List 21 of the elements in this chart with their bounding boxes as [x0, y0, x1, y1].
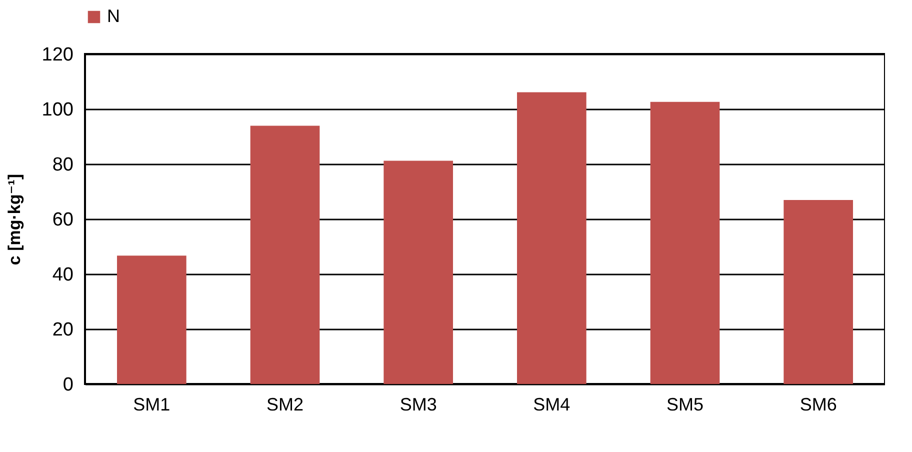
bar — [384, 160, 453, 384]
x-tick-label: SM5 — [666, 394, 704, 414]
y-tick-label: 100 — [42, 100, 74, 120]
y-tick-label: 20 — [52, 320, 74, 340]
bar — [517, 92, 586, 384]
bar — [784, 200, 853, 384]
y-tick-label: 60 — [52, 210, 74, 230]
x-tick-label: SM1 — [133, 394, 170, 414]
x-tick-label: SM3 — [400, 394, 437, 414]
y-tick-label: 120 — [42, 44, 74, 66]
x-tick-label: SM6 — [800, 394, 837, 414]
bar — [650, 102, 720, 384]
x-tick-label: SM2 — [266, 394, 304, 414]
bar — [117, 256, 186, 384]
y-tick-label: 0 — [62, 374, 74, 396]
x-tick-label: SM4 — [533, 394, 570, 414]
y-axis-title: c [mg·kg⁻¹] — [4, 174, 24, 266]
legend-label: N — [107, 6, 120, 26]
bar — [250, 126, 320, 384]
y-tick-label: 40 — [52, 264, 74, 286]
y-tick-label: 80 — [52, 154, 74, 176]
